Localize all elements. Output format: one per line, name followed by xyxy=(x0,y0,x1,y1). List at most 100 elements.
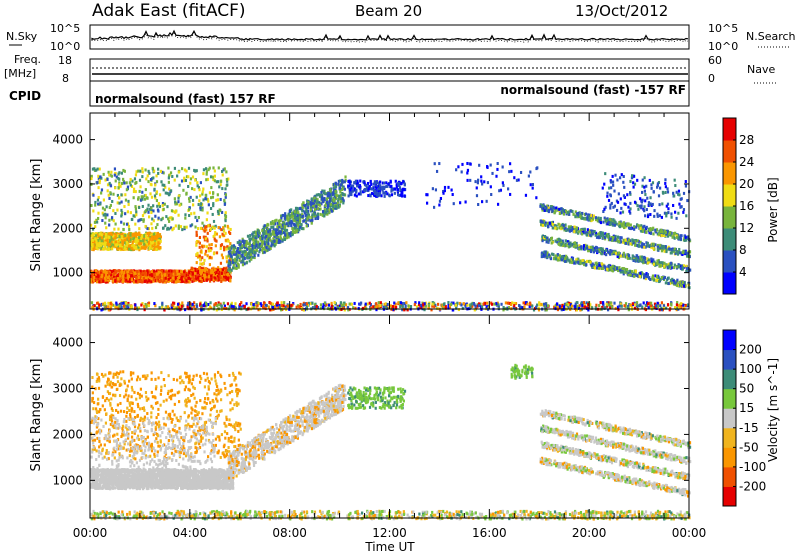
data-cell xyxy=(464,200,467,204)
data-cell xyxy=(202,187,205,191)
data-cell xyxy=(206,177,210,181)
data-cell xyxy=(384,191,387,195)
data-cell xyxy=(174,200,177,204)
data-cell xyxy=(246,256,249,260)
data-cell xyxy=(241,263,245,267)
data-cell xyxy=(290,211,293,215)
data-cell xyxy=(155,235,158,239)
data-cell xyxy=(619,236,622,240)
freq-right-tick-bottom: 0 xyxy=(708,72,715,85)
data-cell xyxy=(127,235,130,239)
data-cell xyxy=(594,218,598,222)
data-cell xyxy=(665,250,668,254)
data-cell xyxy=(99,236,102,240)
data-cell xyxy=(208,224,211,228)
data-cell xyxy=(129,280,132,284)
data-cell xyxy=(475,194,479,198)
data-cell xyxy=(97,211,100,215)
data-cell xyxy=(213,226,216,230)
data-cell xyxy=(304,205,307,209)
data-cell xyxy=(309,206,312,210)
data-cell xyxy=(627,242,630,246)
data-cell xyxy=(120,247,123,251)
data-cell xyxy=(162,207,165,211)
data-cell xyxy=(212,235,215,239)
data-cell xyxy=(296,207,299,211)
data-cell xyxy=(327,207,330,211)
data-cell xyxy=(545,208,548,212)
data-cell xyxy=(158,275,161,279)
data-cell xyxy=(145,177,148,181)
data-cell xyxy=(264,249,268,253)
data-cell xyxy=(279,235,282,239)
data-cell xyxy=(137,196,140,200)
data-cell xyxy=(266,240,270,244)
data-cell xyxy=(295,221,298,225)
data-cell xyxy=(624,223,627,227)
data-cell xyxy=(653,260,656,264)
data-cell xyxy=(140,274,143,278)
data-cell xyxy=(200,280,203,284)
data-cell xyxy=(577,230,580,234)
data-cell xyxy=(368,184,371,188)
data-cell xyxy=(185,175,189,179)
data-cell xyxy=(183,275,187,279)
data-cell xyxy=(152,279,155,283)
data-cell xyxy=(198,254,201,258)
data-cell xyxy=(177,272,180,276)
data-cell xyxy=(675,250,678,254)
data-cell xyxy=(276,225,279,229)
data-cell xyxy=(148,275,151,279)
data-cell xyxy=(106,213,109,217)
data-cell xyxy=(110,237,113,241)
data-cell xyxy=(279,237,282,241)
data-cell xyxy=(197,227,200,231)
data-cell xyxy=(247,255,250,259)
data-cell xyxy=(270,225,273,229)
data-cell xyxy=(561,239,564,243)
data-cell xyxy=(201,192,204,196)
data-cell xyxy=(113,269,116,273)
data-cell xyxy=(266,235,269,239)
data-cell xyxy=(109,244,112,248)
data-cell xyxy=(579,228,582,232)
data-cell xyxy=(363,188,366,192)
data-cell xyxy=(114,211,117,215)
data-cell xyxy=(612,220,615,224)
data-cell xyxy=(133,280,136,284)
data-cell xyxy=(94,232,97,236)
data-cell xyxy=(215,251,219,255)
data-cell xyxy=(375,181,379,185)
data-cell xyxy=(93,167,96,171)
data-cell xyxy=(214,274,217,278)
data-cell xyxy=(155,272,158,276)
data-cell xyxy=(548,221,551,225)
data-cell xyxy=(137,197,140,201)
data-cell xyxy=(238,258,241,262)
data-cell xyxy=(144,193,147,197)
data-cell xyxy=(199,206,202,210)
data-cell xyxy=(233,246,236,250)
data-cell xyxy=(106,234,109,238)
data-cell xyxy=(311,218,314,222)
data-cell xyxy=(170,209,174,213)
data-cell xyxy=(270,222,273,226)
data-cell xyxy=(264,232,267,236)
data-cell xyxy=(496,162,499,166)
noise-search-trace xyxy=(91,31,689,43)
data-cell xyxy=(166,227,169,231)
data-cell xyxy=(151,244,154,248)
data-cell xyxy=(539,203,542,207)
data-cell xyxy=(142,218,145,222)
data-cell xyxy=(281,238,284,242)
data-cell xyxy=(257,244,261,248)
data-cell xyxy=(546,221,549,225)
data-cell xyxy=(110,235,113,239)
data-cell xyxy=(624,255,627,259)
data-cell xyxy=(212,202,215,206)
data-cell xyxy=(257,231,261,235)
data-cell xyxy=(230,244,234,248)
data-cell xyxy=(205,218,208,222)
data-cell xyxy=(294,217,297,221)
data-cell xyxy=(137,245,140,249)
